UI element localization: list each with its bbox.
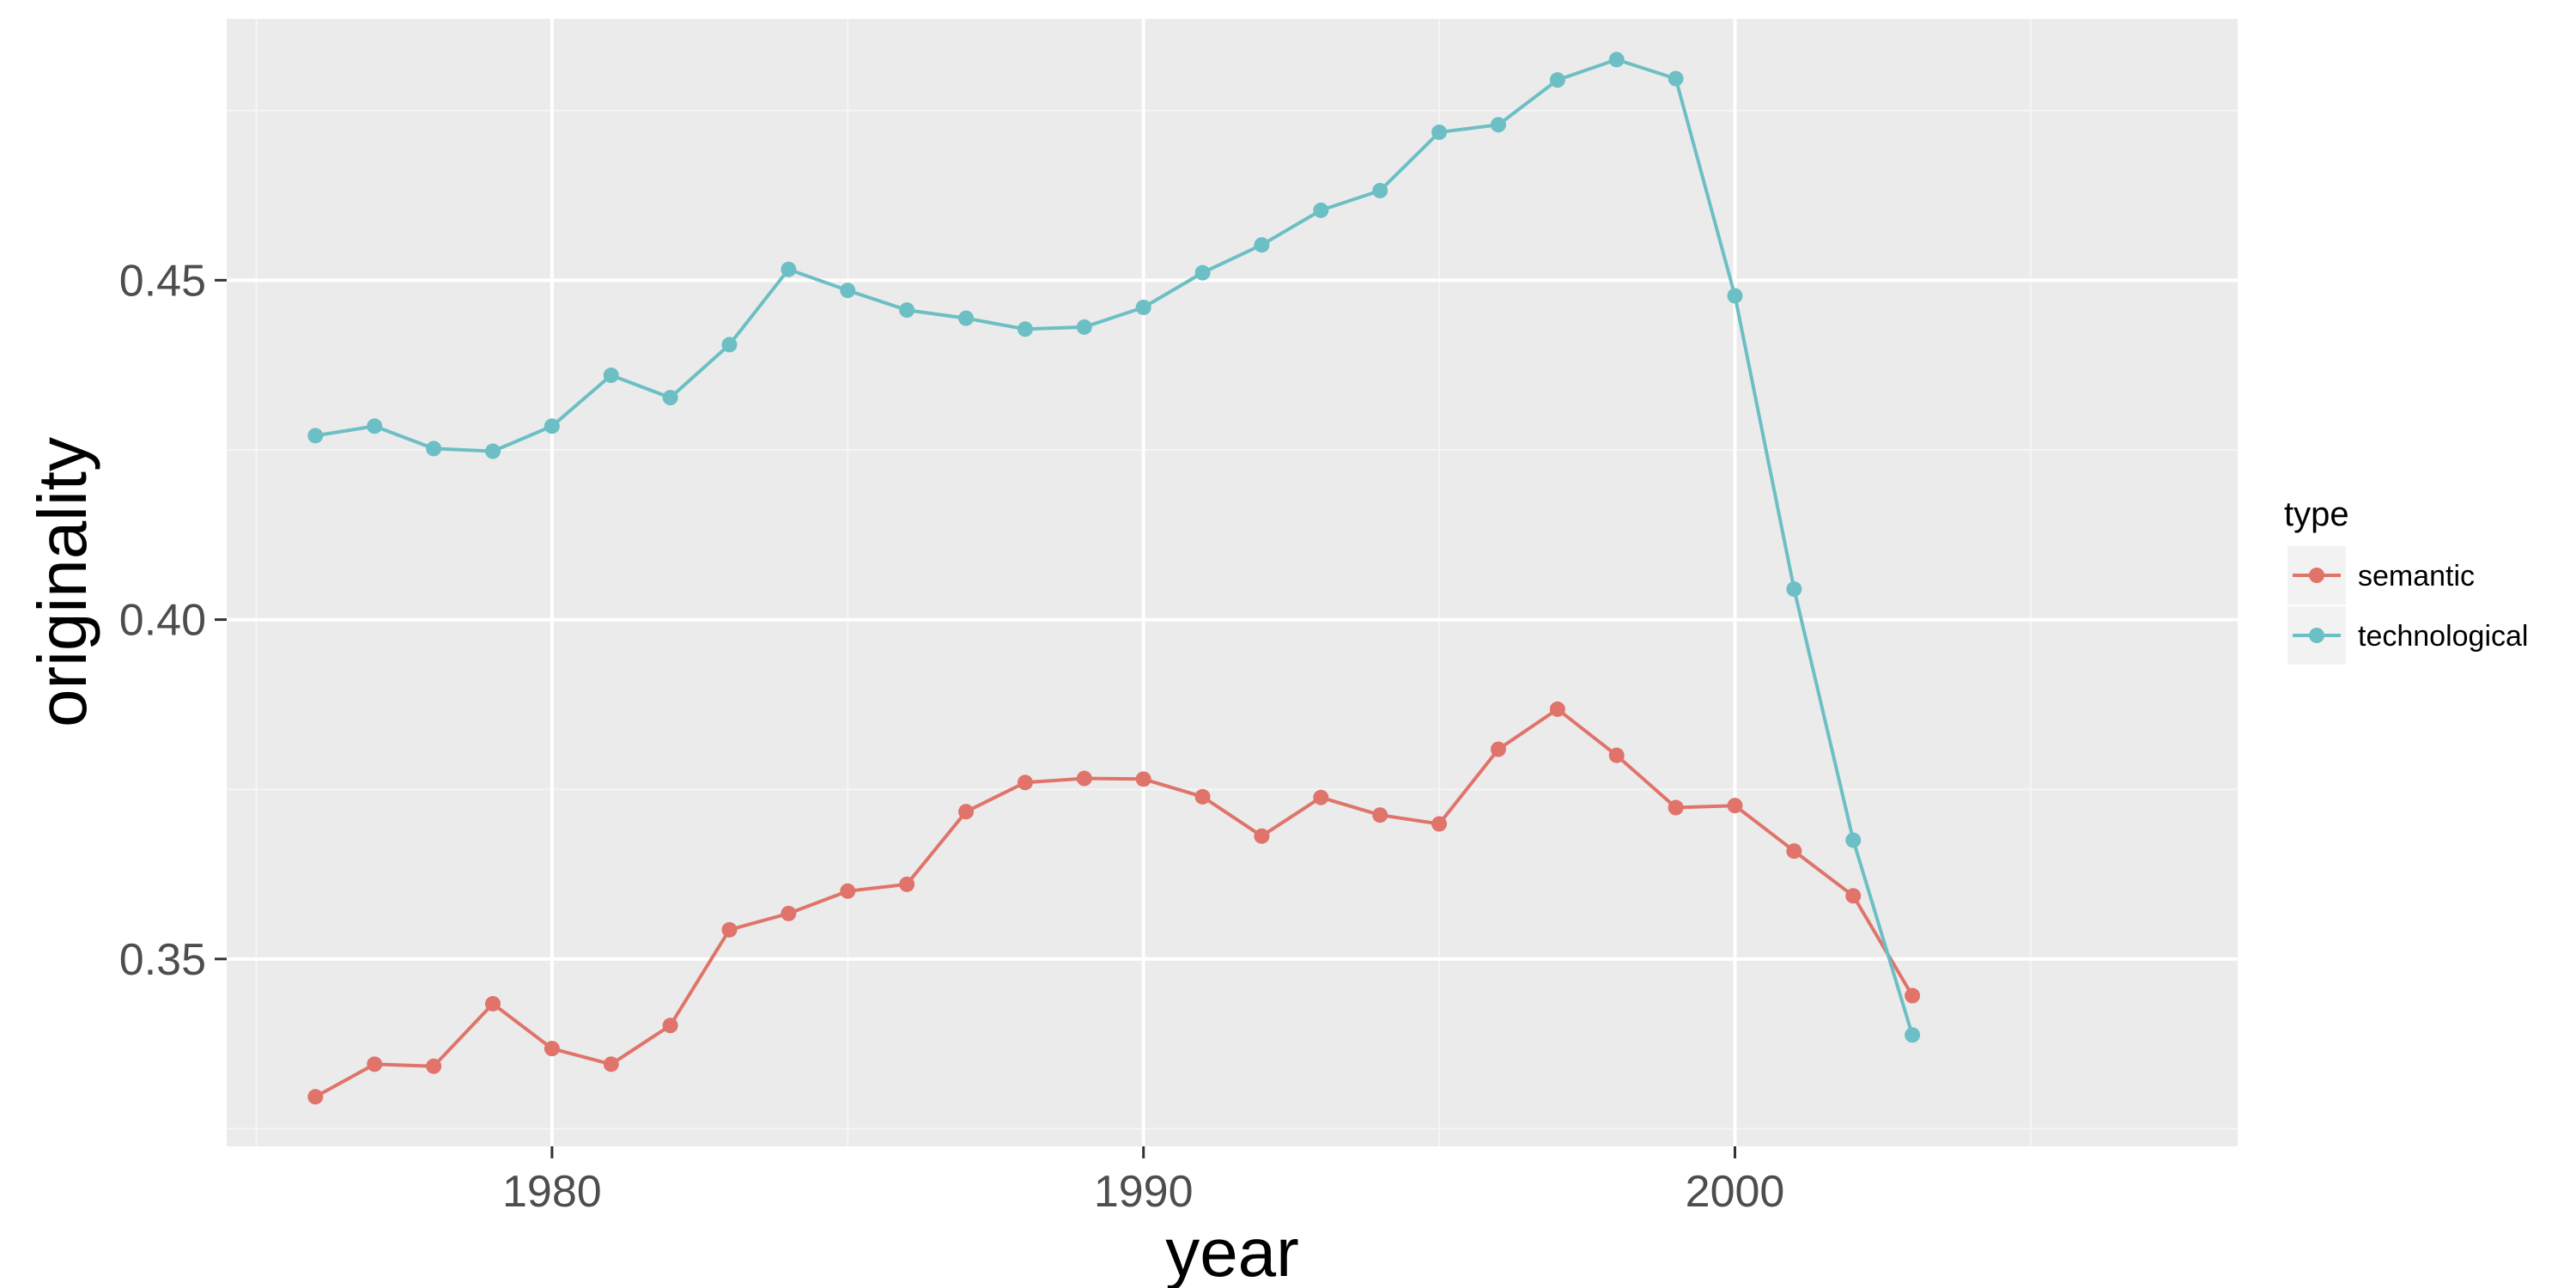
legend-item-technological: technological <box>2287 606 2528 665</box>
data-point-semantic <box>1254 828 1270 844</box>
grid-major <box>227 19 2238 1146</box>
y-tick-label: 0.35 <box>119 935 206 985</box>
data-point-semantic <box>1135 771 1151 787</box>
series-line-technological <box>314 58 1915 1036</box>
data-point-technological <box>1076 319 1092 335</box>
data-point-technological <box>307 428 324 444</box>
data-point-technological <box>367 418 383 434</box>
x-axis-title: year <box>1165 1214 1299 1288</box>
data-point-semantic <box>1845 888 1862 904</box>
data-point-semantic <box>1372 807 1388 823</box>
data-point-semantic <box>1608 747 1625 763</box>
data-point-technological <box>603 368 619 384</box>
x-tick-label: 2000 <box>1686 1167 1785 1217</box>
data-point-semantic <box>1727 798 1743 814</box>
y-axis-title: originality <box>24 437 100 727</box>
data-point-technological <box>426 440 442 457</box>
y-axis: 0.35 0.40 0.45 <box>119 256 227 985</box>
data-point-semantic <box>426 1058 442 1074</box>
x-axis: 1980 1990 2000 <box>502 1146 1784 1217</box>
data-point-technological <box>1786 581 1802 598</box>
data-point-technological <box>544 418 560 434</box>
legend-label: semantic <box>2358 560 2475 592</box>
data-point-semantic <box>544 1041 560 1057</box>
legend-key-point <box>2309 628 2324 643</box>
grid-minor <box>227 19 2238 1146</box>
data-point-semantic <box>958 804 975 820</box>
data-point-semantic <box>1017 775 1033 791</box>
data-point-semantic <box>662 1018 678 1034</box>
data-point-semantic <box>367 1056 383 1072</box>
data-point-technological <box>1372 182 1388 198</box>
data-point-technological <box>1017 321 1033 337</box>
data-point-semantic <box>1490 741 1506 757</box>
data-point-technological <box>899 302 915 319</box>
data-point-semantic <box>1786 843 1802 860</box>
data-point-semantic <box>1549 701 1565 717</box>
data-point-technological <box>781 261 797 277</box>
data-point-semantic <box>484 995 501 1012</box>
data-point-semantic <box>603 1056 619 1072</box>
data-point-semantic <box>1905 987 1921 1004</box>
legend-item-semantic: semantic <box>2287 546 2475 605</box>
legend-key-point <box>2309 568 2324 583</box>
data-point-technological <box>1313 202 1329 218</box>
data-point-semantic <box>1668 799 1684 816</box>
legend: type semantic technological <box>2284 495 2528 665</box>
series-layer <box>307 52 1921 1105</box>
data-point-technological <box>484 443 501 459</box>
data-point-technological <box>1668 70 1684 87</box>
data-point-semantic <box>1431 816 1448 832</box>
data-point-semantic <box>899 876 915 892</box>
data-point-semantic <box>1194 788 1211 805</box>
data-point-technological <box>721 337 738 353</box>
data-point-technological <box>958 310 975 326</box>
y-tick-label: 0.40 <box>119 596 206 646</box>
data-point-technological <box>1845 832 1862 848</box>
data-point-technological <box>840 283 856 299</box>
data-point-technological <box>1490 117 1506 133</box>
data-point-technological <box>1727 288 1743 304</box>
legend-label: technological <box>2358 620 2528 653</box>
data-point-semantic <box>1313 789 1329 805</box>
data-point-technological <box>1431 125 1448 141</box>
data-point-technological <box>1608 52 1625 68</box>
x-tick-label: 1980 <box>502 1167 602 1217</box>
data-point-technological <box>1194 264 1211 281</box>
data-point-semantic <box>721 921 738 938</box>
data-point-technological <box>1905 1027 1921 1043</box>
series-line-semantic <box>314 707 1914 1099</box>
data-point-semantic <box>840 883 856 899</box>
series-semantic <box>307 701 1921 1105</box>
data-point-technological <box>1549 72 1565 88</box>
y-tick-label: 0.45 <box>119 256 206 306</box>
data-point-technological <box>662 390 678 406</box>
x-tick-label: 1990 <box>1094 1167 1194 1217</box>
series-technological <box>307 52 1921 1043</box>
data-point-semantic <box>1076 770 1092 787</box>
data-point-technological <box>1254 237 1270 253</box>
data-point-semantic <box>781 905 797 921</box>
plot-panel <box>227 19 2238 1146</box>
legend-title: type <box>2284 495 2349 533</box>
data-point-technological <box>1135 299 1151 315</box>
data-point-semantic <box>307 1089 324 1105</box>
